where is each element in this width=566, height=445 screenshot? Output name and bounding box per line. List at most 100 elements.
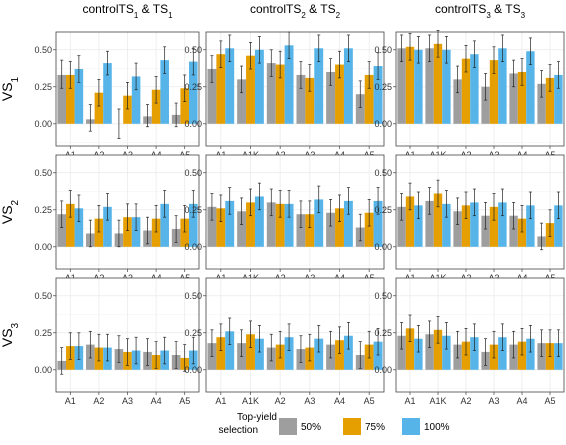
bar-50pct-A4 — [326, 71, 336, 124]
bar-75pct-A1K — [246, 334, 255, 370]
x-tick-label: A3 — [304, 396, 315, 406]
bar-75pct-A5 — [364, 212, 374, 247]
bar-100pct-A1K — [442, 335, 451, 370]
y-tick-label: 0.00 — [184, 242, 202, 252]
bar-100pct-A1K — [442, 49, 451, 124]
column-title-2: controlTS2 & TS2 — [250, 2, 341, 20]
y-tick-label: 0.25 — [374, 205, 392, 215]
bar-100pct-A2 — [284, 203, 294, 247]
y-tick-label: 0.25 — [184, 328, 202, 338]
bar-100pct-A5 — [373, 341, 383, 370]
bar-75pct-A1 — [405, 46, 415, 124]
bar-100pct-A1 — [414, 49, 423, 124]
bar-100pct-A2 — [470, 54, 479, 124]
bar-50pct-A1K — [425, 48, 434, 124]
bar-100pct-A1K — [254, 196, 264, 247]
bar-75pct-A3 — [305, 214, 315, 247]
bar-50pct-A1 — [397, 206, 406, 247]
y-tick-label: 0.25 — [374, 82, 392, 92]
bar-100pct-A5 — [188, 203, 198, 247]
bar-75pct-A1K — [433, 329, 443, 370]
x-tick-label: A1K — [429, 396, 446, 406]
bar-75pct-A1 — [216, 208, 226, 247]
x-tick-label: A4 — [151, 396, 162, 406]
bar-100pct-A3 — [314, 48, 324, 124]
bar-50pct-A1 — [397, 48, 406, 124]
bar-50pct-A1K — [237, 79, 247, 124]
y-tick-label: 0.00 — [34, 242, 52, 252]
bar-100pct-A4 — [343, 335, 353, 370]
bar-75pct-A2 — [461, 341, 471, 370]
bar-75pct-A1K — [433, 43, 443, 124]
bar-100pct-A4 — [343, 48, 353, 124]
bar-50pct-A2 — [266, 202, 276, 247]
bar-100pct-A2 — [103, 63, 112, 124]
bar-50pct-A1K — [425, 334, 434, 370]
bar-100pct-A1 — [225, 48, 235, 124]
bar-100pct-A1K — [442, 203, 451, 247]
panel-background — [396, 32, 564, 146]
bar-75pct-A3 — [305, 77, 315, 124]
bar-75pct-A1K — [246, 202, 255, 247]
legend-title-line1: Top-yield — [237, 412, 277, 423]
bar-75pct-A3 — [123, 217, 132, 247]
bar-100pct-A4 — [526, 51, 535, 124]
x-tick-label: A5 — [179, 396, 190, 406]
bar-100pct-A5 — [554, 74, 563, 124]
bar-75pct-A5 — [180, 88, 189, 124]
panel-border — [395, 31, 565, 147]
bar-50pct-A4 — [509, 215, 518, 247]
x-tick-label: A4 — [516, 396, 527, 406]
x-tick-label: A2 — [460, 396, 471, 406]
y-tick-label: 0.00 — [184, 365, 202, 375]
panel-border — [205, 31, 385, 147]
bar-75pct-A1K — [433, 193, 443, 247]
bar-75pct-A4 — [517, 218, 527, 247]
y-tick-label: 0.50 — [184, 45, 202, 55]
bar-100pct-A3 — [131, 76, 141, 124]
panel-border — [395, 154, 565, 270]
bar-75pct-A4 — [335, 208, 344, 247]
bar-75pct-A1K — [246, 55, 255, 124]
y-tick-label: 0.50 — [184, 168, 202, 178]
bar-50pct-A2 — [453, 79, 462, 124]
y-tick-label: 0.50 — [374, 291, 392, 301]
bar-100pct-A3 — [314, 199, 324, 247]
bar-75pct-A1 — [216, 337, 226, 370]
bar-75pct-A5 — [364, 74, 374, 124]
legend-label-50pct: 50% — [301, 422, 321, 433]
y-tick-label: 0.50 — [34, 45, 52, 55]
panel-r3-c3: 0.00 0.25 0.50 A1 A1K A2 A3 A4 A5 — [374, 277, 565, 406]
row-label-3: VS3 — [0, 322, 21, 347]
x-tick-label: A2 — [275, 396, 286, 406]
y-tick-label: 0.00 — [34, 119, 52, 129]
bar-75pct-A3 — [489, 206, 499, 247]
bar-100pct-A3 — [498, 48, 507, 124]
x-tick-label: A5 — [364, 396, 375, 406]
bar-75pct-A1 — [216, 54, 226, 124]
bar-75pct-A5 — [545, 77, 555, 124]
y-tick-label: 0.25 — [34, 82, 52, 92]
bar-100pct-A5 — [188, 61, 198, 124]
legend-title-line2: selection — [219, 425, 258, 436]
bar-100pct-A1 — [74, 208, 84, 247]
x-tick-label: A1 — [65, 396, 76, 406]
legend-label-75pct: 75% — [365, 422, 385, 433]
bar-100pct-A5 — [373, 200, 383, 247]
bar-50pct-A1 — [57, 74, 67, 124]
bar-100pct-A3 — [314, 338, 324, 370]
y-tick-label: 0.00 — [34, 365, 52, 375]
bar-50pct-A1 — [57, 214, 67, 247]
y-tick-label: 0.50 — [374, 168, 392, 178]
y-tick-label: 0.50 — [34, 291, 52, 301]
bar-100pct-A2 — [284, 45, 294, 124]
y-tick-label: 0.25 — [34, 205, 52, 215]
x-tick-label: A1 — [404, 396, 415, 406]
bar-100pct-A2 — [470, 337, 479, 370]
x-tick-label: A2 — [93, 396, 104, 406]
bar-75pct-A1 — [66, 203, 75, 247]
bar-50pct-A3 — [481, 86, 490, 124]
bar-100pct-A4 — [160, 60, 169, 124]
legend-label-100pct: 100% — [424, 422, 450, 433]
